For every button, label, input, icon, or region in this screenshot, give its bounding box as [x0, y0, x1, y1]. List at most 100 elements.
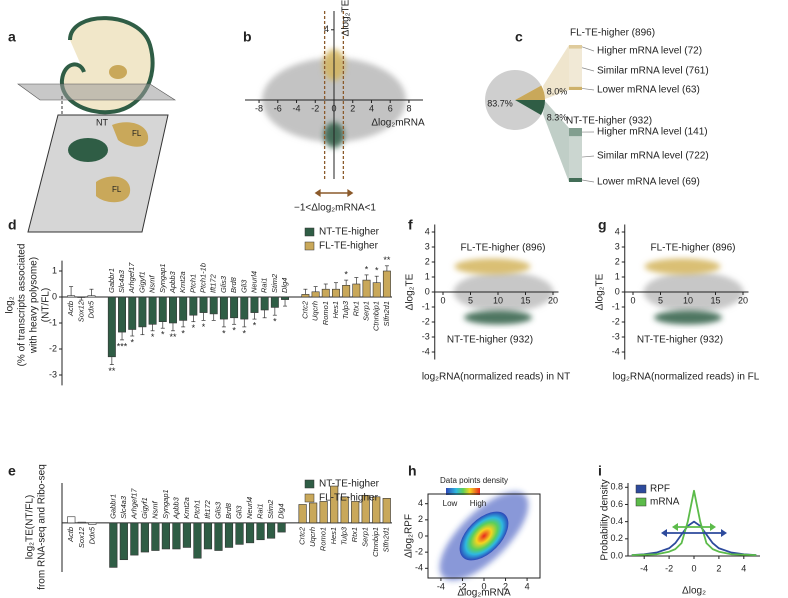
category-label: Gabbr1	[107, 268, 116, 293]
legend-gradient	[446, 488, 480, 495]
bar	[277, 522, 286, 533]
y-tick-label: 4	[425, 226, 430, 236]
significance: *	[365, 264, 369, 274]
y-tick-label: 1	[52, 265, 57, 275]
legend-label: NT-TE-higher	[319, 227, 380, 238]
y-axis-label: Δlog₂TE	[595, 273, 606, 310]
y-tick-label: 1	[615, 271, 620, 281]
category-label: Gli3	[239, 279, 248, 293]
bar	[172, 522, 181, 550]
bar	[219, 296, 228, 320]
y-tick-label: -1	[612, 301, 620, 311]
y-axis-label: Δlog₂TE	[341, 0, 352, 36]
category-label: Rtx1	[351, 301, 360, 316]
bar	[67, 295, 76, 298]
bar	[128, 296, 137, 330]
bar	[260, 296, 269, 311]
category-label: Slc4a3	[119, 495, 128, 519]
group-item: Higher mRNA level (141)	[597, 127, 708, 138]
leader-line	[581, 67, 595, 72]
significance: **	[383, 255, 391, 265]
x-tick-label: -6	[274, 103, 282, 113]
pie-slice	[515, 85, 545, 100]
y-tick-label: -2	[49, 343, 57, 353]
x-tick-label: 0	[630, 295, 635, 305]
category-label: Crtc2	[298, 526, 307, 545]
legend-swatch	[304, 241, 315, 251]
y-tick-label: 4	[324, 24, 329, 34]
y-axis-label: with heavy polysome)	[29, 257, 40, 354]
bar	[214, 522, 223, 551]
category-label: Brd8	[229, 276, 238, 293]
y-tick-label: 4	[418, 498, 423, 508]
bar	[256, 522, 265, 541]
bar	[362, 279, 371, 298]
category-label: Ptch1-1b	[199, 263, 208, 293]
significance: *	[232, 326, 236, 336]
stack-segment	[569, 128, 582, 137]
point-cloud	[464, 310, 532, 325]
point-cloud	[644, 258, 721, 275]
panel-label: g	[598, 217, 607, 233]
annotation: NT-TE-higher (932)	[637, 335, 723, 346]
x-tick-label: 0	[331, 103, 336, 113]
category-label: Slfn2d1	[382, 301, 391, 326]
stack-segment	[569, 45, 582, 49]
x-tick-label: 4	[525, 581, 530, 591]
y-axis-label: Δlog₂RPF	[404, 514, 415, 558]
legend-label: mRNA	[650, 497, 680, 508]
annotation: −1<Δlog₂mRNA<1	[294, 203, 376, 214]
bar	[151, 522, 160, 551]
bar	[245, 522, 255, 544]
bar	[148, 296, 157, 325]
bar	[319, 501, 328, 524]
legend-swatch	[635, 497, 647, 507]
panel-label: e	[8, 463, 16, 479]
group-item: Similar mRNA level (761)	[597, 66, 709, 77]
slice-label: 83.7%	[487, 98, 513, 108]
x-tick-label: 2	[350, 103, 355, 113]
x-tick-label: 20	[738, 295, 748, 305]
bar	[67, 516, 76, 524]
bar	[352, 283, 361, 298]
stack-segment	[569, 48, 582, 87]
bar	[158, 296, 167, 323]
bar	[203, 522, 213, 550]
category-label: Neurl4	[245, 497, 254, 519]
category-label: Dlg4	[277, 503, 286, 518]
category-label: Actb	[66, 527, 75, 543]
panel-label: a	[8, 29, 16, 45]
category-label: Serp1	[362, 301, 371, 321]
y-tick-label: -3	[422, 331, 430, 341]
y-tick-label: 0.6	[610, 499, 623, 509]
category-label: Tulp3	[340, 526, 349, 545]
category-label: Brd8	[224, 502, 233, 519]
group-item: Higher mRNA level (72)	[597, 46, 702, 57]
x-tick-label: 0	[440, 295, 445, 305]
bar	[109, 522, 118, 568]
x-tick-label: 8	[406, 103, 411, 113]
x-axis-label: Δlog₂	[682, 586, 706, 597]
density-line	[631, 520, 757, 557]
x-tick-label: -2	[458, 581, 466, 591]
bar	[189, 296, 198, 316]
significance: *	[273, 317, 277, 327]
x-tick-label: 5	[658, 295, 663, 305]
limb-bud	[109, 65, 127, 79]
annotation: FL-TE-higher (896)	[460, 243, 545, 254]
bar	[281, 296, 289, 300]
y-axis-label: (NT/FL)	[41, 288, 52, 322]
y-tick-label: 4	[615, 226, 620, 236]
x-tick-label: 5	[468, 295, 473, 305]
bar	[209, 296, 218, 315]
bar	[118, 296, 126, 333]
y-tick-label: -4	[415, 563, 423, 573]
bar	[309, 502, 318, 524]
significance: *	[130, 337, 134, 347]
bar	[332, 288, 340, 298]
y-tick-label: -3	[612, 331, 620, 341]
category-label: Ptch1	[192, 500, 201, 519]
category-label: Rai1	[260, 278, 269, 293]
category-label: Actb	[66, 301, 75, 317]
category-label: Rai1	[256, 503, 265, 518]
